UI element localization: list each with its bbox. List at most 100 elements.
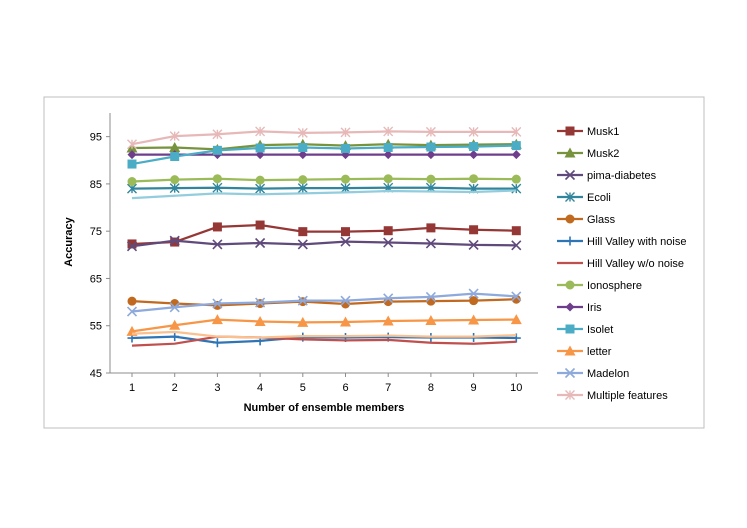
series-line xyxy=(131,335,517,347)
legend-label: Iris xyxy=(587,302,602,314)
legend-swatch-marker xyxy=(564,147,576,158)
data-point xyxy=(297,295,308,306)
x-tick-label: 7 xyxy=(385,382,391,394)
x-tick-label: 4 xyxy=(257,382,263,394)
y-tick-label: 65 xyxy=(90,273,102,285)
x-tick-label: 1 xyxy=(129,382,135,394)
data-point xyxy=(469,225,479,235)
legend-item-musk2: Musk2 xyxy=(557,147,619,160)
series-ionosphere xyxy=(127,174,521,187)
data-point xyxy=(255,183,266,194)
data-point xyxy=(298,227,308,237)
x-axis-title: Number of ensemble members xyxy=(244,402,405,414)
series-musk1 xyxy=(127,220,521,249)
series-ecoli xyxy=(127,182,522,194)
data-point xyxy=(340,183,351,194)
data-point xyxy=(127,177,137,187)
data-point xyxy=(169,131,180,142)
data-point xyxy=(426,142,436,152)
data-point xyxy=(469,174,479,184)
data-point xyxy=(382,315,394,326)
data-point xyxy=(340,295,351,306)
data-point xyxy=(127,159,137,169)
data-point xyxy=(170,175,180,185)
data-point xyxy=(170,151,180,161)
data-point xyxy=(169,319,181,330)
legend-item-ionosphere: Ionosphere xyxy=(557,280,642,292)
data-point xyxy=(126,241,138,252)
series-line xyxy=(131,318,517,333)
x-tick-label: 8 xyxy=(428,382,434,394)
legend-label: Multiple features xyxy=(587,390,668,402)
series-line xyxy=(131,239,517,248)
series-madelon xyxy=(126,288,522,317)
data-point xyxy=(127,139,137,150)
data-point xyxy=(468,126,479,137)
legend-label: Hill Valley with noise xyxy=(587,236,686,248)
data-point xyxy=(212,145,222,155)
legend-item-madelon: Madelon xyxy=(557,367,629,380)
data-point xyxy=(297,316,309,327)
data-point xyxy=(212,338,222,348)
data-point xyxy=(511,126,522,137)
data-point xyxy=(212,129,223,140)
data-point xyxy=(511,333,521,343)
data-point xyxy=(383,126,394,137)
series-line xyxy=(131,223,517,246)
data-point xyxy=(298,143,308,153)
legend-label: Hill Valley w/o noise xyxy=(587,258,684,270)
y-tick-label: 95 xyxy=(90,132,102,144)
data-point xyxy=(169,235,180,246)
data-point xyxy=(426,223,436,233)
data-point xyxy=(127,150,137,160)
legend-label: Musk1 xyxy=(587,126,619,138)
data-point xyxy=(468,288,479,299)
data-point xyxy=(511,150,521,160)
data-point xyxy=(425,291,436,302)
legend-swatch-marker xyxy=(564,367,576,379)
data-point xyxy=(383,174,393,184)
legend-swatch-marker xyxy=(565,302,575,312)
series-line xyxy=(131,292,517,313)
data-point xyxy=(469,150,479,160)
data-point xyxy=(212,182,223,193)
data-point xyxy=(383,293,394,304)
legend-label: letter xyxy=(587,346,612,358)
x-tick-label: 6 xyxy=(342,382,348,394)
data-point xyxy=(170,332,180,342)
series-line xyxy=(131,144,517,166)
legend-item-isolet: Isolet xyxy=(557,324,613,336)
data-point xyxy=(255,237,266,249)
data-point xyxy=(255,143,265,153)
data-point xyxy=(127,239,137,249)
data-point xyxy=(212,298,223,309)
legend-swatch-marker xyxy=(565,214,575,224)
y-axis-title: Accuracy xyxy=(63,216,75,266)
data-point xyxy=(298,175,308,185)
data-point xyxy=(297,127,308,138)
data-point xyxy=(510,314,522,325)
legend-item-iris: Iris xyxy=(557,302,602,314)
data-point xyxy=(383,237,394,248)
series-hill-valley-w-o-noise xyxy=(131,335,517,347)
series-layer xyxy=(126,126,522,348)
x-tick-label: 9 xyxy=(471,382,477,394)
data-point xyxy=(511,141,521,151)
series-line xyxy=(131,189,517,200)
data-point xyxy=(212,239,223,250)
data-point xyxy=(383,150,393,160)
legend-swatch-marker xyxy=(565,192,575,202)
data-point xyxy=(469,296,479,306)
data-point xyxy=(340,127,351,138)
series-letter xyxy=(126,314,522,336)
series-line xyxy=(131,330,517,339)
data-point xyxy=(169,142,181,153)
x-tick-label: 3 xyxy=(214,382,220,394)
series-line xyxy=(131,186,517,190)
data-point xyxy=(255,220,265,230)
x-tick-label: 10 xyxy=(510,382,522,394)
legend-label: Glass xyxy=(587,214,616,226)
data-point xyxy=(426,150,436,160)
